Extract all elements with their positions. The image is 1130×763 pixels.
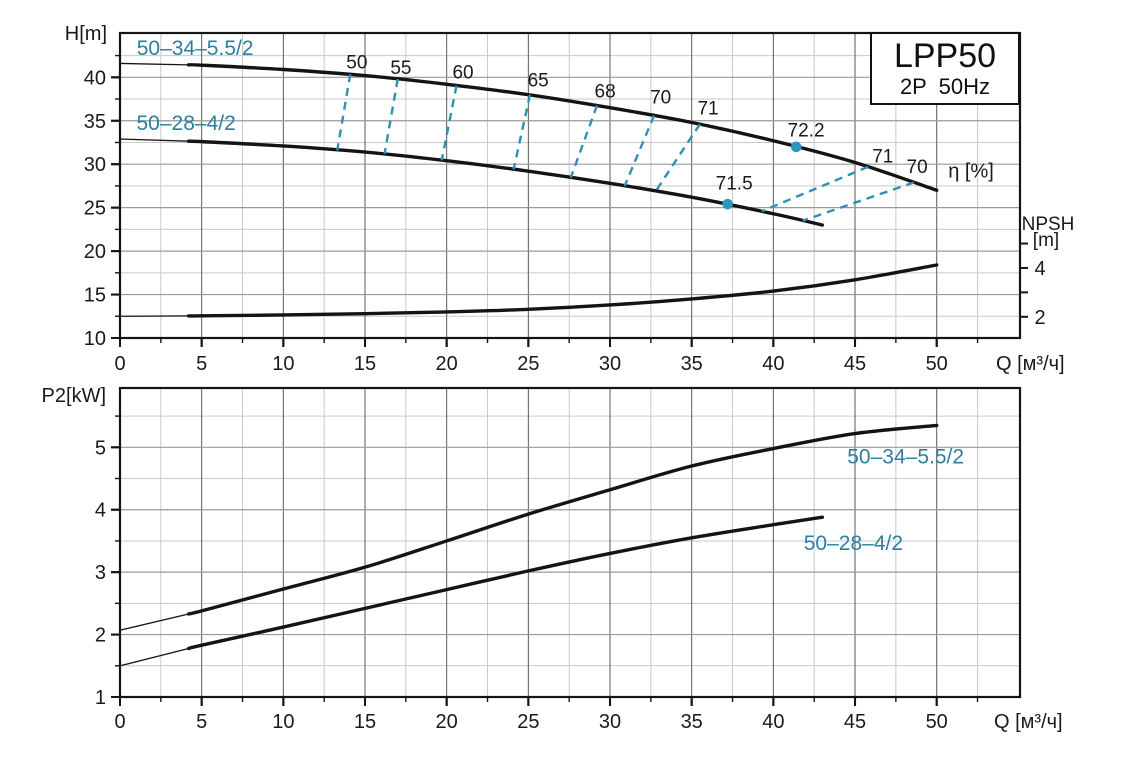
- y-tick-label: 1: [95, 687, 106, 709]
- curve-label-50-28-4/2: 50–28–4/2: [804, 532, 903, 555]
- efficiency-line-60: [440, 85, 458, 161]
- model-title-box: LPP50 2P 50Hz: [870, 32, 1020, 105]
- x-tick-label: 0: [114, 353, 125, 375]
- efficiency-label: 71: [872, 147, 893, 168]
- y-tick-label: 25: [84, 198, 106, 220]
- x-tick-label: 45: [844, 353, 866, 375]
- curve-NPSH: [186, 263, 939, 318]
- curve-50-34-5.5/2-leadin: [119, 613, 189, 631]
- grid: [111, 33, 1020, 347]
- y-tick-label: 20: [84, 241, 106, 263]
- npsh-tick-label: 2: [1034, 307, 1045, 329]
- head-npsh-chart: 0 5 10 15 20 25 30 35 40 45 50 10 15 20 25 30 35 40 H[m] Q …: [65, 23, 1075, 375]
- x-tick-label: 30: [599, 353, 621, 375]
- efficiency-line-70: [802, 181, 915, 222]
- x-tick-label: 5: [196, 353, 207, 375]
- efficiency-line-70: [623, 115, 656, 187]
- x-tick-label: 10: [272, 353, 294, 375]
- x-tick-label: 50: [926, 711, 948, 733]
- x-tick-label: 40: [762, 711, 784, 733]
- x-tick-label: 50: [926, 353, 948, 375]
- curve-50-28-4/2: [186, 515, 825, 651]
- x-tick-label: 0: [114, 711, 125, 733]
- curve-50-28-4/2-leadin: [119, 647, 189, 667]
- npsh-axis-title: NPSH: [1022, 214, 1075, 235]
- y-tick-label: 5: [95, 437, 106, 459]
- efficiency-line-71: [654, 123, 701, 192]
- efficiency-label: 68: [595, 81, 616, 102]
- x-tick-label: 20: [436, 353, 458, 375]
- x-tick-label: 35: [681, 711, 703, 733]
- efficiency-line-68: [569, 105, 599, 179]
- eta-axis-title: η [%]: [948, 160, 994, 182]
- npsh-axis-unit: [m]: [1033, 230, 1059, 251]
- y-tick-label: 2: [95, 625, 106, 647]
- x-tick-label: 25: [517, 711, 539, 733]
- efficiency-label: 50: [346, 53, 367, 74]
- efficiency-label: 71: [697, 99, 718, 120]
- curve-50-34-5.5/2-leadin: [119, 62, 189, 66]
- y-tick-label: 40: [84, 67, 106, 89]
- bep-point: [790, 141, 802, 153]
- x-tick-label: 20: [436, 711, 458, 733]
- plot-border: [118, 386, 1022, 699]
- efficiency-line-65: [512, 94, 532, 170]
- efficiency-line-55: [383, 78, 399, 154]
- x-axis-title: Q [м³/ч]: [994, 711, 1063, 733]
- x-tick-label: 45: [844, 711, 866, 733]
- model-spec: 2P 50Hz: [899, 73, 991, 99]
- x-tick-label: 40: [762, 353, 784, 375]
- y-axis-title: H[m]: [65, 23, 107, 45]
- y-tick-label: 15: [84, 285, 106, 307]
- curve-label-50-28-4/2: 50–28–4/2: [137, 112, 236, 135]
- efficiency-line-71: [761, 165, 869, 213]
- efficiency-label: 60: [452, 63, 473, 84]
- efficiency-label: 65: [528, 70, 549, 91]
- efficiency-label: 70: [907, 157, 928, 178]
- y-tick-label: 4: [95, 500, 106, 522]
- y-tick-label: 10: [84, 328, 106, 350]
- npsh-tick-label: 4: [1034, 258, 1045, 280]
- curve-label-50-34-5.5/2: 50–34–5.5/2: [847, 446, 964, 469]
- curve-label-50-34-5.5/2: 50–34–5.5/2: [137, 37, 254, 60]
- efficiency-line-50: [336, 74, 352, 151]
- curve-50-34-5.5/2: [186, 423, 939, 616]
- y-tick-label: 30: [84, 154, 106, 176]
- y-tick-label: 35: [84, 111, 106, 133]
- curve-50-28-4/2-leadin: [119, 138, 189, 142]
- model-name: LPP50: [893, 36, 997, 75]
- bep-label: 72.2: [788, 120, 825, 141]
- y-axis-title: P2[kW]: [42, 385, 106, 407]
- x-tick-label: 10: [272, 711, 294, 733]
- x-tick-label: 15: [354, 711, 376, 733]
- x-tick-label: 25: [517, 353, 539, 375]
- y-tick-label: 3: [95, 562, 106, 584]
- x-tick-label: 15: [354, 353, 376, 375]
- bep-label: 71.5: [716, 173, 753, 194]
- x-tick-label: 35: [681, 353, 703, 375]
- plot-border: [118, 31, 1022, 340]
- x-axis-title: Q [м³/ч]: [996, 353, 1065, 375]
- bep-point: [722, 198, 733, 210]
- efficiency-label: 55: [390, 58, 411, 79]
- x-tick-label: 5: [196, 711, 207, 733]
- npsh-axis: 2 4 NPSH[m]: [1020, 214, 1074, 329]
- x-tick-label: 30: [599, 711, 621, 733]
- efficiency-label: 70: [650, 87, 671, 108]
